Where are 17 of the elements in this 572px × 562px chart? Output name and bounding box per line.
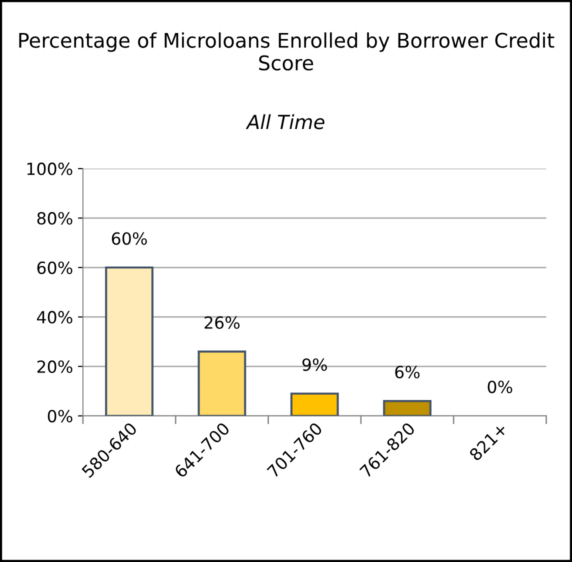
bar: [105, 266, 154, 416]
y-tick-label: 60%: [37, 261, 72, 274]
chart-subtitle: All Time: [246, 114, 324, 130]
data-label: 26%: [204, 316, 240, 329]
bar: [290, 392, 339, 416]
chart-title: Percentage of Microloans Enrolled by Borrower Credit Score: [19, 32, 554, 71]
data-label: 60%: [112, 232, 147, 245]
y-tick-label: 40%: [36, 310, 72, 324]
y-tick-label: 20%: [37, 360, 72, 373]
y-tick-label: 80%: [37, 212, 72, 225]
y-tick-label: 0%: [48, 410, 72, 422]
bar: [383, 400, 432, 416]
data-label: 6%: [395, 366, 420, 378]
y-tick-label: 100%: [27, 162, 72, 176]
data-label: 0%: [488, 380, 512, 394]
data-label: 9%: [302, 358, 327, 371]
bar: [198, 350, 246, 416]
